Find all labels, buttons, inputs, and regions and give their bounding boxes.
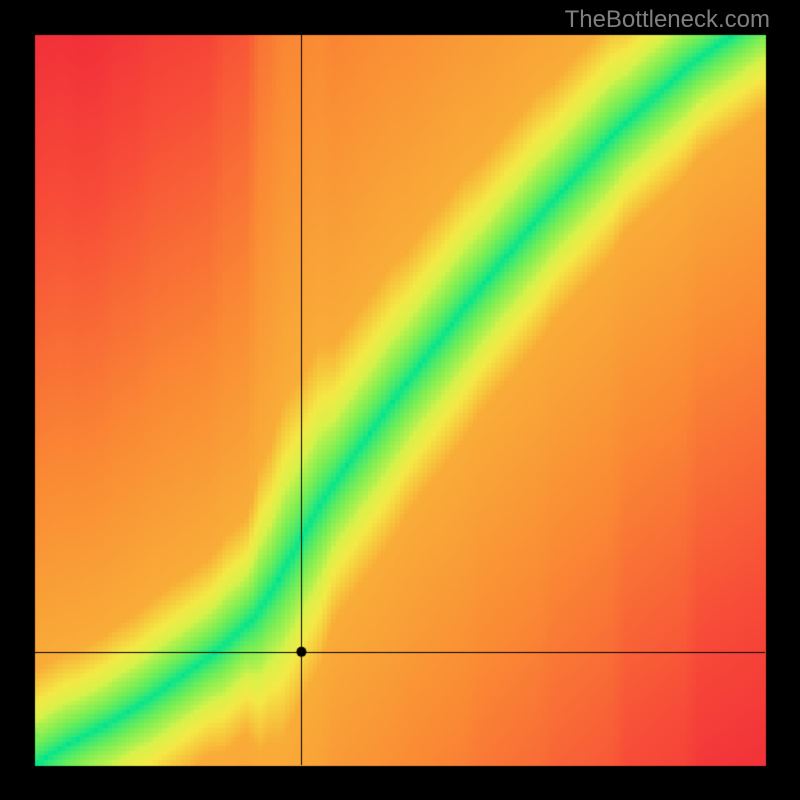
- bottleneck-heatmap: [0, 0, 800, 800]
- watermark-text: TheBottleneck.com: [565, 6, 770, 34]
- chart-container: TheBottleneck.com: [0, 0, 800, 800]
